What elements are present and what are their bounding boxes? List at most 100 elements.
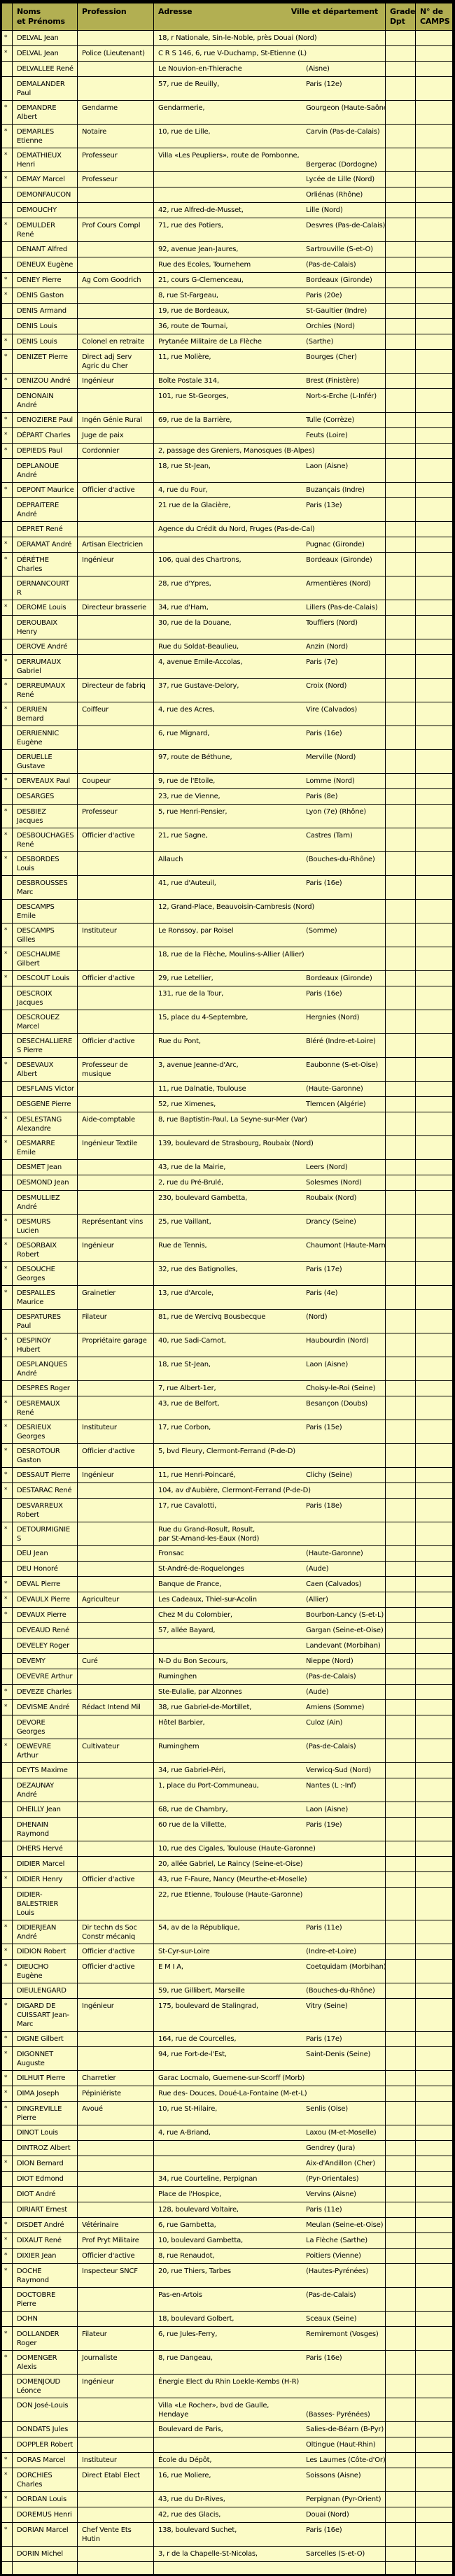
person-address: 38, rue Gabriel-de-Mortillet, [158,1704,252,1711]
person-name: DEPONT Maurice [13,483,77,497]
person-address: Garac Locmalo, Guemene-sur-Scorff (Morb) [158,2074,305,2082]
person-name: DIGNE Gilbert [13,2032,77,2046]
grade-cell [386,2172,415,2186]
person-name: DESMULLIEZ André [13,1191,77,1214]
person-profession: Professeur [78,805,153,828]
star-marker: * [2,537,12,552]
person-address: 43, rue du Dr-Rives, [158,2496,225,2503]
grade-cell [386,971,415,986]
star-marker: * [2,774,12,788]
star-marker: * [2,1468,12,1482]
grade-cell [386,2156,415,2171]
person-profession [78,1778,153,1802]
person-name: DIXIER Jean [13,2249,77,2263]
person-address: Prytanée Militaire de La Flèche [158,338,262,346]
table-row: DIOT André Place de l'Hospice, Vervins (… [2,2187,452,2202]
person-profession: Prof Pryt Militaire [78,2233,153,2248]
person-address-cell: Agence du Crédit du Nord, Fruges (Pas-de… [154,522,385,537]
person-name: DESLESTANG Alexandre [13,1112,77,1135]
table-row: * DERVEAUX Paul Coupeur 9, rue de l'Etoi… [2,774,452,788]
person-profession [78,1097,153,1112]
person-address: 59, rue Gillibert, Marseille [158,1987,245,1995]
person-address-cell: Villa «Les Peupliers», route de Pombonne… [154,148,385,171]
person-address: École du Dépôt, [158,2456,212,2464]
grade-cell [386,1920,415,1944]
camps-cell [416,304,452,318]
person-address: Le Ronssoy, par Roisel [158,927,234,935]
person-city: Aix-d'Andillon (Cher) [306,2160,375,2167]
star-marker: * [2,1685,12,1699]
person-address: Banque de France, [158,1580,222,1588]
person-address: Chez M du Colombier, [158,1611,232,1619]
person-profession [78,1191,153,1214]
camps-cell [416,2375,452,2398]
camps-cell [416,2547,452,2561]
person-profession [78,947,153,970]
table-row: * DESROTOUR Gaston Officier d'active 5, … [2,1444,452,1467]
person-address-cell: 59, rue Gillibert, Marseille (Bouches-du… [154,1983,385,1998]
table-row: * DESMURS Lucien Représentant vins 25, r… [2,1215,452,1238]
grade-cell [386,923,415,947]
grade-cell [386,187,415,202]
grade-cell [386,1999,415,2031]
grade-cell [386,319,415,334]
table-row: * DORIAN Marcel Chef Vente Ets Hutin 138… [2,2523,452,2546]
table-row: DEVELEY Roger Landevant (Morbihan) [2,1639,452,1653]
person-city: Vitry (Seine) [306,2002,348,2010]
person-name: DEPRET René [13,522,77,537]
table-row: DHENAIN Raymond 60 rue de la Villette, P… [2,1818,452,1841]
person-city: Merville (Nord) [306,753,356,761]
person-address: Ste-Eulalie, par Alzonnes [158,1688,242,1696]
person-address-cell: 10, boulevard Gambetta, La Flèche (Sarth… [154,2233,385,2248]
table-row: * DÉPART Charles Juge de paix Feuts (Loi… [2,428,452,443]
header-star-column [2,3,12,30]
person-city: Lyon (7e) (Rhône) [306,808,366,816]
table-row: * DESORBAIX Robert Ingénieur Rue de Tenn… [2,1238,452,1261]
camps-cell [416,852,452,875]
person-name: DEMANDRE Albert [13,101,77,124]
star-marker: * [2,2492,12,2507]
person-city: Brest (Finistère) [306,377,359,385]
star-marker: * [2,1262,12,1285]
person-profession [78,639,153,654]
person-name: DIEUCHO Eugène [13,1960,77,1983]
grade-cell [386,726,415,749]
person-city: (Haute-Garonne) [306,1085,363,1093]
person-profession [78,2202,153,2217]
person-address-cell: 57, rue de Reuilly, Paris (12e) [154,77,385,100]
person-address: 43, rue de Belfort, [158,1400,220,1408]
person-address-cell: 41, rue d'Auteuil, Paris (16e) [154,876,385,899]
person-city: Caen (Calvados) [306,1580,362,1588]
person-city: Lillers (Pas-de-Calais) [306,604,378,611]
camps-cell [416,2047,452,2070]
person-city: Vervins (Aisne) [306,2191,356,2198]
table-row: * DÉRÉTHE Charles Ingénieur 106, quai de… [2,553,452,576]
table-row: DOREMUS Henri 42, rue des Glacis, Douai … [2,2507,452,2522]
star-marker: * [2,655,12,678]
person-city: Armentières (Nord) [306,580,371,588]
camps-cell [416,1562,452,1576]
person-name: DENEY Pierre [13,273,77,288]
table-row: DESVARREUX Robert 17, rue Cavalotti, Par… [2,1499,452,1522]
person-address: 2, passage des Greniers, Manosques (B-Al… [158,447,315,455]
person-city: Paris (16e) [306,990,342,998]
person-address-cell: 8, rue St-Fargeau, Paris (20e) [154,288,385,303]
person-profession [78,62,153,76]
star-marker [2,750,12,773]
person-name: DINTROZ Albert [13,2141,77,2156]
person-address: Les Cadeaux, Thiel-sur-Acolin [158,1596,257,1604]
table-row: * DESSAUT Pierre Ingénieur 11, rue Henri… [2,1468,452,1482]
camps-cell [416,2351,452,2374]
star-marker: * [2,947,12,970]
table-row: * DEVEZE Charles Ste-Eulalie, par Alzonn… [2,1685,452,1699]
person-address-cell: 11, rue Dalnatie, Toulouse (Haute-Garonn… [154,1082,385,1096]
star-marker [2,1654,12,1669]
camps-cell [416,1623,452,1638]
table-row: * DESCOUT Louis Officier d'active 29, ru… [2,971,452,986]
grade-cell [386,2264,415,2287]
person-name: DEMULDER René [13,218,77,241]
person-profession [78,852,153,875]
table-row: * DIGONNET Auguste 94, rue Fort-de-l'Est… [2,2047,452,2070]
person-profession: Curé [78,1654,153,1669]
person-city: Paris (8e) [306,793,338,800]
